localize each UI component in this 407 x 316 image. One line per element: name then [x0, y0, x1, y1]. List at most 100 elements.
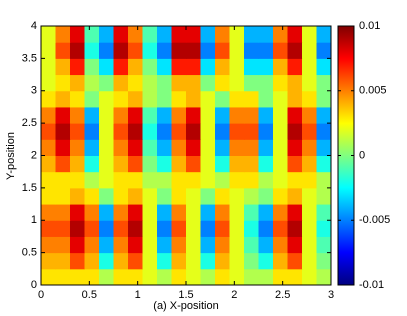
heatmap-cell	[200, 139, 216, 156]
heatmap-cell	[113, 42, 129, 59]
heatmap-cell	[84, 139, 100, 156]
heatmap-cell	[186, 236, 201, 254]
heatmap-cell	[171, 155, 187, 173]
heatmap-cell	[273, 171, 288, 189]
heatmap-cell	[302, 252, 317, 270]
y-tick-label: 0.5	[22, 247, 37, 259]
heatmap-cell	[273, 58, 288, 76]
heatmap-cell	[258, 139, 274, 156]
heatmap-cell	[113, 204, 129, 221]
heatmap-cell	[215, 90, 230, 108]
heatmap-cell	[41, 236, 56, 254]
heatmap-cell	[70, 155, 85, 173]
heatmap-cell	[316, 90, 332, 108]
heatmap-cell	[157, 58, 172, 76]
heatmap-cell	[258, 204, 274, 221]
heatmap-cell	[113, 187, 129, 205]
heatmap-cell	[287, 26, 303, 43]
heatmap-cell	[287, 155, 303, 173]
heatmap-cell	[200, 155, 216, 173]
heatmap-cell	[84, 58, 100, 76]
heatmap-cell	[244, 26, 259, 43]
heatmap-cell	[84, 74, 100, 92]
heatmap-cell	[113, 106, 129, 124]
heatmap-cell	[142, 58, 158, 76]
heatmap-cell	[171, 26, 187, 43]
heatmap-cell	[55, 220, 71, 237]
heatmap-cell	[128, 155, 143, 173]
heatmap-cell	[244, 139, 259, 156]
heatmap-cell	[142, 123, 158, 140]
heatmap-cell	[229, 90, 245, 108]
heatmap-cell	[200, 220, 216, 237]
heatmap-cell	[84, 204, 100, 221]
heatmap-cell	[302, 139, 317, 156]
heatmap-cell	[287, 90, 303, 108]
heatmap-cell	[171, 204, 187, 221]
heatmap-cell	[157, 26, 172, 43]
heatmap-cell	[244, 268, 259, 286]
heatmap-cell	[186, 26, 201, 43]
heatmap-cell	[157, 155, 172, 173]
heatmap-cell	[316, 155, 332, 173]
heatmap-cell	[142, 90, 158, 108]
heatmap-cell	[113, 90, 129, 108]
heatmap-cell	[157, 252, 172, 270]
heatmap-cell	[200, 58, 216, 76]
heatmap-cell	[70, 106, 85, 124]
heatmap-cell	[142, 26, 158, 43]
heatmap-cell	[215, 106, 230, 124]
heatmap-cell	[229, 252, 245, 270]
heatmap-cell	[229, 171, 245, 189]
heatmap-cell	[258, 220, 274, 237]
x-tick-label: 2	[231, 289, 237, 301]
heatmap-cell	[157, 106, 172, 124]
heatmap-cell	[316, 268, 332, 286]
heatmap-cell	[41, 220, 56, 237]
heatmap-cell	[186, 123, 201, 140]
heatmap-cell	[186, 220, 201, 237]
heatmap-cell	[316, 187, 332, 205]
heatmap-cell	[186, 155, 201, 173]
heatmap-cell	[113, 123, 129, 140]
heatmap-cell	[186, 58, 201, 76]
heatmap-cell	[273, 220, 288, 237]
heatmap-cell	[41, 252, 56, 270]
heatmap-cell	[229, 236, 245, 254]
heatmap-cell	[302, 58, 317, 76]
heatmap-cell	[128, 268, 143, 286]
heatmap-cell	[41, 90, 56, 108]
heatmap-cell	[287, 236, 303, 254]
heatmap-cell	[229, 268, 245, 286]
heatmap-cell	[186, 42, 201, 59]
heatmap-cell	[70, 252, 85, 270]
heatmap-cell	[55, 204, 71, 221]
heatmap-cell	[229, 187, 245, 205]
colorbar-tick-label: 0	[359, 149, 365, 161]
heatmap-cell	[142, 236, 158, 254]
heatmap-cell	[99, 139, 114, 156]
heatmap-cell	[113, 252, 129, 270]
heatmap-cell	[273, 26, 288, 43]
heatmap-cell	[287, 204, 303, 221]
heatmap-cell	[186, 252, 201, 270]
x-tick-label: 0.5	[82, 289, 97, 301]
heatmap-cell	[244, 236, 259, 254]
heatmap-cell	[113, 58, 129, 76]
heatmap-cell	[142, 268, 158, 286]
heatmap-cell	[215, 58, 230, 76]
heatmap-cell	[128, 58, 143, 76]
heatmap-cell	[302, 268, 317, 286]
y-tick-label: 1	[31, 214, 37, 226]
heatmap-cell	[229, 42, 245, 59]
heatmap-cell	[258, 268, 274, 286]
heatmap-cell	[215, 252, 230, 270]
heatmap-cell	[316, 123, 332, 140]
heatmap-cell	[186, 187, 201, 205]
heatmap-cell	[316, 171, 332, 189]
heatmap-cell	[171, 220, 187, 237]
heatmap-cell	[171, 123, 187, 140]
heatmap-cell	[70, 204, 85, 221]
heatmap-cell	[302, 171, 317, 189]
heatmap-cell	[302, 74, 317, 92]
